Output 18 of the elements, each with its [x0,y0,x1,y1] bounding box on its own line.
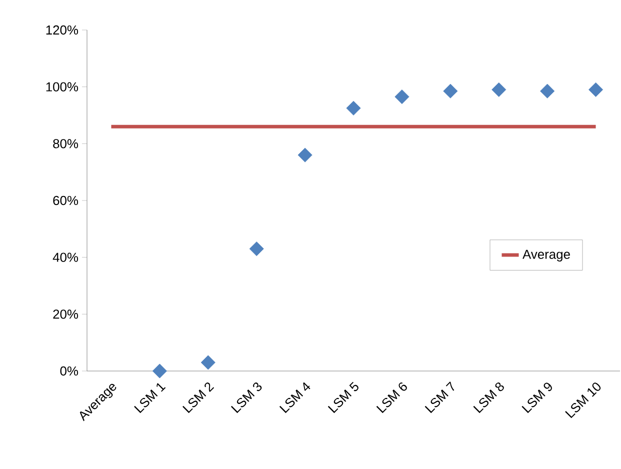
y-tick-label: 20% [53,310,78,319]
y-tick-label: 40% [52,252,78,262]
point [492,82,506,97]
point [540,84,555,98]
point [249,242,264,256]
y-tick-label: 60% [53,196,78,206]
point [588,82,604,97]
point [298,148,312,162]
point [443,84,458,98]
y-tick-label: 0% [60,366,78,376]
y-tick-label: 120% [46,25,78,35]
point [152,364,167,378]
point [346,100,361,116]
point [200,355,216,370]
y-tick-label: 80% [53,139,78,148]
point [394,90,410,104]
y-tick-label: 100% [46,82,78,92]
legend-label: Average [522,250,570,262]
